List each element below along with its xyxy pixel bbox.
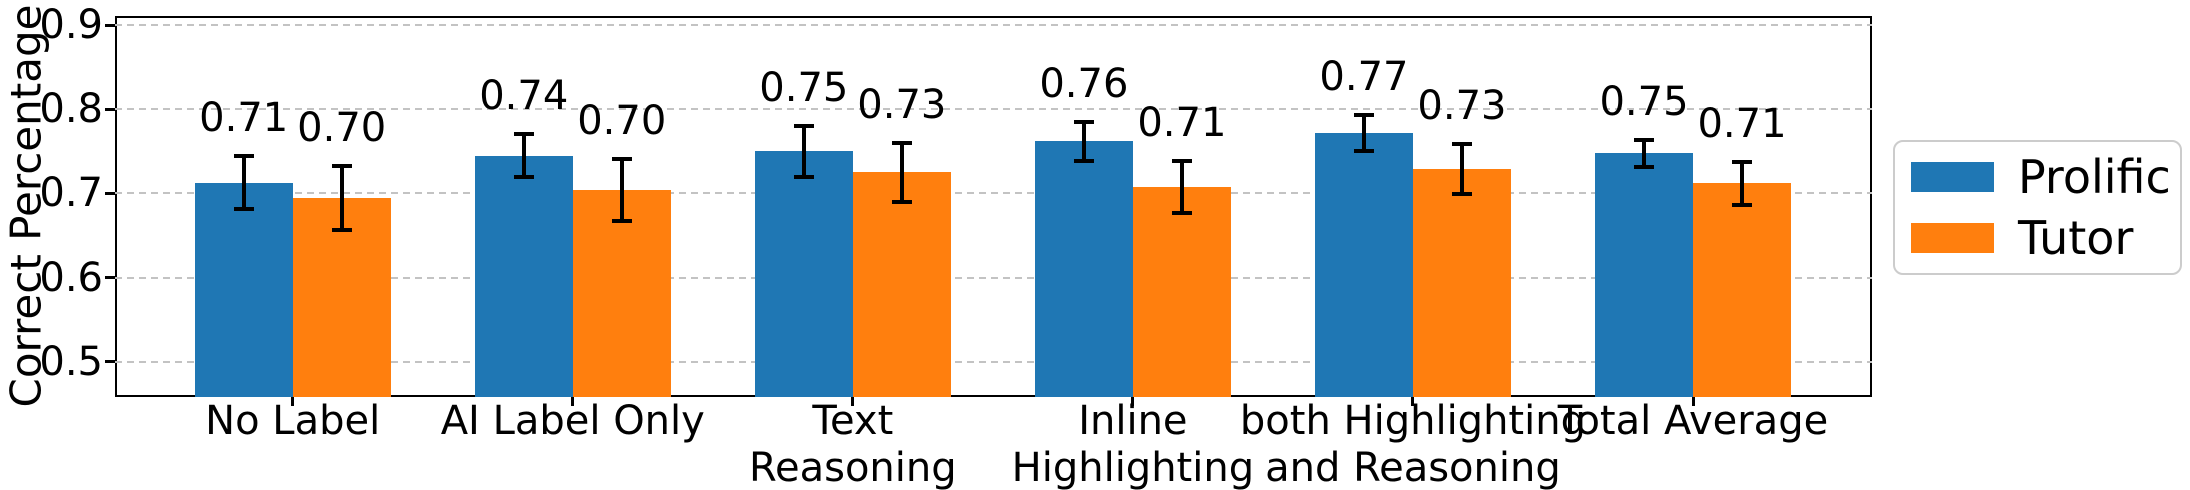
x-category-label: Total Average: [1557, 398, 1829, 444]
error-bar-cap-top: [331, 163, 352, 168]
x-tick-mark: [1411, 397, 1415, 406]
bar-value-label: 0.71: [199, 95, 289, 142]
bar-tutor-4: [1412, 169, 1511, 397]
gridline-0.9: [115, 24, 1872, 27]
error-bar-cap-top: [1353, 113, 1374, 118]
error-bar-cap-bottom: [513, 175, 534, 180]
bar-prolific-0: [194, 182, 293, 397]
bar-prolific-2: [754, 151, 853, 397]
legend-item-tutor: Tutor: [1911, 213, 2180, 263]
bar-tutor-5: [1693, 183, 1791, 397]
bar-tutor-2: [852, 172, 951, 397]
bar-value-label: 0.71: [1697, 100, 1787, 147]
x-tick-mark: [851, 397, 855, 406]
x-tick-mark: [571, 397, 575, 406]
error-bar-cap-bottom: [1732, 203, 1752, 208]
bar-value-label: 0.70: [577, 97, 667, 144]
bar-value-label: 0.73: [1417, 82, 1507, 129]
legend-swatch-prolific: [1911, 162, 1994, 193]
error-bar-line: [241, 156, 246, 209]
bar-value-label: 0.71: [1137, 99, 1227, 146]
y-tick-label: 0.7: [39, 170, 103, 217]
y-tick-mark: [105, 276, 115, 280]
error-bar-cap-bottom: [233, 206, 254, 211]
error-bar-line: [801, 126, 806, 177]
error-bar-cap-bottom: [611, 219, 632, 224]
gridline-0.8: [115, 108, 1872, 111]
bar-value-label: 0.75: [1599, 78, 1689, 125]
error-bar-line: [1740, 161, 1744, 206]
y-tick-mark: [105, 360, 115, 364]
error-bar-line: [619, 158, 624, 222]
gridline-0.7: [115, 192, 1872, 195]
x-category-label: Inline Highlighting: [1011, 398, 1255, 490]
error-bar-line: [1361, 115, 1366, 151]
error-bar-cap-bottom: [331, 227, 352, 232]
error-bar-cap-top: [1451, 141, 1472, 146]
legend-label: Prolific: [2018, 150, 2171, 205]
error-bar-cap-top: [1732, 159, 1752, 164]
x-tick-mark: [1691, 397, 1695, 406]
error-bar-line: [899, 143, 904, 202]
error-bar-cap-top: [1171, 158, 1192, 163]
y-tick-label: 0.6: [39, 254, 103, 301]
plot-area: [115, 16, 1872, 397]
error-bar-cap-top: [1073, 119, 1094, 124]
y-tick-mark: [105, 107, 115, 111]
x-category-label: Text Reasoning: [748, 398, 957, 490]
error-bar-cap-bottom: [891, 199, 912, 204]
legend-swatch-tutor: [1911, 222, 1994, 253]
gridline-0.5: [115, 360, 1872, 363]
error-bar-line: [521, 133, 526, 178]
bar-value-label: 0.73: [857, 82, 947, 128]
error-bar-cap-bottom: [1634, 164, 1654, 169]
error-bar-cap-bottom: [793, 174, 814, 179]
error-bar-line: [1642, 139, 1646, 167]
error-bar-line: [339, 165, 344, 230]
x-tick-mark: [291, 397, 295, 406]
bar-prolific-3: [1034, 141, 1133, 397]
error-bar-cap-top: [1634, 137, 1654, 142]
y-tick-label: 0.8: [39, 86, 103, 133]
error-bar-cap-bottom: [1451, 192, 1472, 197]
error-bar-cap-top: [513, 131, 534, 136]
error-bar-cap-top: [891, 141, 912, 145]
bar-value-label: 0.74: [479, 72, 569, 119]
x-category-label: AI Label Only: [440, 398, 705, 444]
bar-tutor-1: [572, 190, 671, 397]
y-tick-label: 0.5: [39, 338, 103, 385]
x-tick-mark: [1131, 397, 1135, 406]
legend: Prolific Tutor: [1893, 140, 2182, 275]
bar-value-label: 0.77: [1319, 54, 1409, 101]
bar-value-label: 0.75: [759, 65, 849, 112]
error-bar-cap-top: [611, 156, 632, 161]
error-bar-cap-bottom: [1353, 148, 1374, 153]
error-bar-cap-bottom: [1171, 210, 1192, 215]
error-bar-line: [1459, 143, 1464, 195]
bar-tutor-3: [1132, 186, 1231, 397]
y-tick-label: 0.9: [39, 2, 103, 49]
error-bar-line: [1179, 160, 1184, 213]
gridline-0.6: [115, 276, 1872, 279]
legend-label: Tutor: [2018, 210, 2134, 265]
bar-prolific-4: [1314, 132, 1413, 397]
y-tick-mark: [105, 191, 115, 195]
x-category-label: No Label: [205, 398, 381, 444]
error-bar-cap-top: [793, 124, 814, 129]
error-bar-cap-bottom: [1073, 158, 1094, 163]
y-tick-mark: [105, 23, 115, 27]
legend-item-prolific: Prolific: [1911, 152, 2180, 202]
bar-prolific-5: [1595, 153, 1693, 397]
bar-value-label: 0.70: [297, 104, 387, 151]
error-bar-line: [1081, 121, 1086, 161]
error-bar-cap-top: [233, 154, 254, 159]
bar-prolific-1: [474, 155, 573, 397]
bar-value-label: 0.76: [1039, 60, 1129, 107]
x-category-label: both Highlighting and Reasoning: [1239, 398, 1586, 490]
